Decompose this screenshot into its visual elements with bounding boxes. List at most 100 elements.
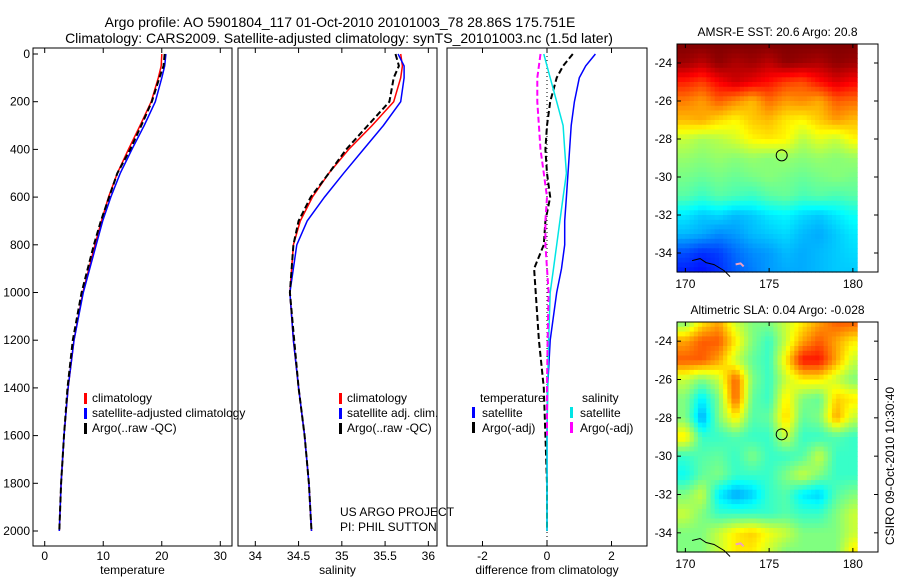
heatmap-cell	[802, 224, 808, 230]
heatmap-cell	[756, 181, 762, 188]
heatmap-cell	[823, 253, 829, 259]
heatmap-cell	[748, 53, 753, 59]
heatmap-cell	[823, 326, 829, 333]
heatmap-cell	[806, 384, 812, 390]
heatmap-cell	[844, 67, 850, 74]
heatmap-cell	[689, 480, 695, 486]
heatmap-cell	[697, 134, 703, 140]
heatmap-cell	[697, 542, 703, 548]
heatmap-cell	[685, 494, 691, 500]
heatmap-cell	[836, 489, 841, 496]
heatmap-cell	[764, 215, 770, 221]
legend-swatch	[570, 407, 573, 418]
heatmap-cell	[844, 326, 850, 333]
heatmap-cell	[819, 101, 825, 107]
heatmap-cell	[811, 422, 816, 428]
heatmap-cell	[764, 143, 770, 150]
heatmap-cell	[727, 120, 733, 126]
heatmap-cell	[748, 489, 753, 496]
heatmap-cell	[852, 480, 858, 486]
heatmap-cell	[836, 186, 841, 192]
heatmap-cell	[739, 446, 745, 452]
heatmap-cell	[844, 547, 850, 553]
heatmap-cell	[806, 547, 812, 553]
heatmap-cell	[752, 451, 758, 457]
heatmap-cell	[844, 257, 850, 264]
heatmap-cell	[811, 547, 816, 553]
heatmap-cell	[798, 393, 804, 400]
heatmap-cell	[693, 86, 699, 93]
heatmap-cell	[781, 153, 787, 159]
heatmap-cell	[731, 72, 737, 78]
heatmap-cell	[760, 369, 766, 376]
heatmap-cell	[723, 148, 728, 154]
heatmap-cell	[735, 105, 741, 112]
heatmap-cell	[773, 91, 779, 97]
heatmap-cell	[806, 63, 812, 69]
heatmap-cell	[802, 205, 808, 211]
heatmap-cell	[744, 322, 749, 328]
heatmap-cell	[760, 355, 766, 361]
heatmap-cell	[848, 44, 854, 50]
heatmap-cell	[731, 398, 737, 405]
heatmap-cell	[714, 532, 720, 539]
heatmap-cell	[760, 48, 766, 55]
heatmap-cell	[693, 91, 699, 97]
heatmap-cell	[798, 360, 804, 366]
heatmap-cell	[689, 413, 695, 419]
heatmap-cell	[760, 518, 766, 524]
heatmap-cell	[840, 456, 846, 462]
heatmap-cell	[852, 148, 858, 154]
heatmap-cell	[756, 427, 762, 433]
heatmap-cell	[815, 200, 820, 207]
heatmap-cell	[815, 134, 820, 140]
heatmap-cell	[760, 346, 766, 352]
heatmap-cell	[794, 350, 800, 357]
heatmap-cell	[731, 196, 737, 202]
heatmap-cell	[689, 360, 695, 366]
heatmap-cell	[840, 86, 846, 93]
heatmap-cell	[823, 67, 829, 74]
heatmap-cell	[702, 67, 707, 74]
heatmap-cell	[773, 336, 779, 342]
heatmap-cell	[790, 408, 795, 414]
heatmap-cell	[852, 105, 858, 112]
heatmap-cell	[836, 504, 841, 510]
heatmap-cell	[794, 489, 800, 496]
heatmap-cell	[769, 229, 774, 235]
heatmap-cell	[777, 408, 783, 414]
heatmap-cell	[852, 77, 858, 83]
heatmap-cell	[718, 523, 724, 529]
heatmap-cell	[706, 115, 712, 121]
heatmap-cell	[739, 77, 745, 83]
heatmap-cell	[815, 504, 820, 510]
heatmap-cell	[727, 499, 733, 505]
heatmap-cell	[852, 374, 858, 381]
heatmap-cell	[815, 355, 820, 361]
heatmap-cell	[819, 63, 825, 69]
heatmap-cell	[781, 547, 787, 553]
heatmap-cell	[794, 63, 800, 69]
heatmap-cell	[764, 441, 770, 448]
heatmap-cell	[731, 238, 737, 245]
heatmap-cell	[790, 384, 795, 390]
heatmap-cell	[739, 489, 745, 496]
heatmap-cell	[852, 465, 858, 472]
heatmap-cell	[773, 437, 779, 443]
heatmap-cell	[773, 331, 779, 337]
heatmap-cell	[723, 379, 728, 385]
heatmap-cell	[823, 191, 829, 197]
heatmap-cell	[819, 393, 825, 400]
heatmap-cell	[836, 322, 841, 328]
heatmap-cell	[756, 215, 762, 221]
heatmap-cell	[840, 229, 846, 235]
heatmap-cell	[689, 77, 695, 83]
heatmap-cell	[685, 365, 691, 371]
heatmap-cell	[836, 461, 841, 467]
heatmap-cell	[739, 437, 745, 443]
heatmap-cell	[764, 499, 770, 505]
heatmap-cell	[718, 243, 724, 249]
heatmap-cell	[769, 58, 774, 64]
heatmap-cell	[760, 72, 766, 78]
